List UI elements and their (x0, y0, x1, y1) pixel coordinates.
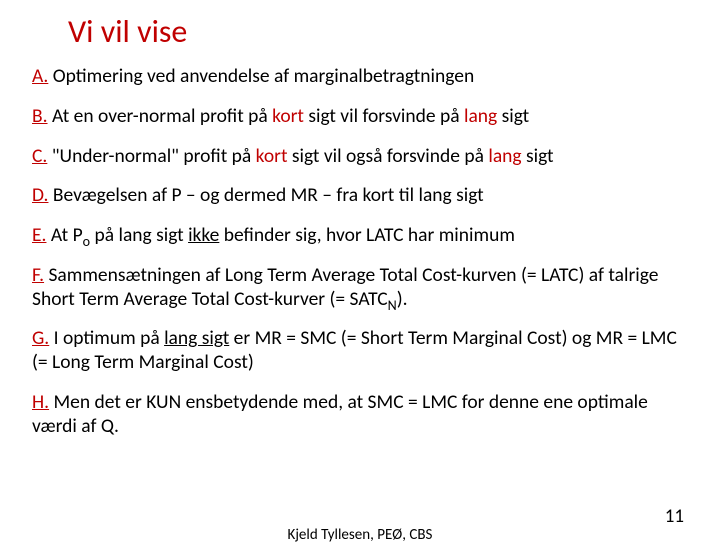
label-b: B. (32, 104, 48, 128)
text-b-post: sigt (497, 104, 529, 128)
label-d: D. (32, 183, 48, 207)
text-f-post: ). (397, 287, 408, 311)
bullet-c: C. "Under-normal" profit på kort sigt vi… (32, 145, 688, 169)
footer-author: Kjeld Tyllesen, PEØ, CBS (288, 526, 433, 544)
slide-container: Vi vil vise A. Optimering ved anvendelse… (0, 0, 720, 540)
bullet-b: B. At en over-normal profit på kort sigt… (32, 105, 688, 129)
text-g-lang: lang sigt (164, 326, 229, 350)
text-c-lang: lang (488, 144, 521, 168)
text-g-pre: I optimum på (49, 326, 164, 350)
text-c-post: sigt (522, 144, 554, 168)
text-c-pre: "Under-normal" profit på (47, 144, 255, 168)
text-d: Bevægelsen af P – og dermed MR – fra kor… (48, 183, 483, 207)
bullet-f: F. Sammensætningen af Long Term Average … (32, 264, 688, 312)
bullet-a: A. Optimering ved anvendelse af marginal… (32, 65, 688, 89)
text-f-pre: Sammensætningen af Long Term Average Tot… (32, 263, 658, 311)
text-b-lang: lang (464, 104, 497, 128)
text-c-mid: sigt vil også forsvinde på (288, 144, 489, 168)
bullet-e: E. At Po på lang sigt ikke befinder sig,… (32, 224, 688, 248)
text-e-ikke: ikke (188, 223, 219, 247)
text-a: Optimering ved anvendelse af marginalbet… (48, 64, 474, 88)
slide-title: Vi vil vise (68, 12, 688, 51)
label-f: F. (32, 263, 44, 287)
bullet-h: H. Men det er KUN ensbetydende med, at S… (32, 391, 688, 439)
text-e-pre: At P (46, 223, 82, 247)
bullet-g: G. I optimum på lang sigt er MR = SMC (=… (32, 327, 688, 375)
text-e-sub: o (83, 233, 90, 250)
bullet-d: D. Bevægelsen af P – og dermed MR – fra … (32, 184, 688, 208)
label-a: A. (32, 64, 48, 88)
text-b-mid: sigt vil forsvinde på (304, 104, 464, 128)
label-c: C. (32, 144, 47, 168)
text-f-sub: N (388, 297, 397, 314)
label-e: E. (32, 223, 46, 247)
label-g: G. (32, 326, 49, 350)
text-h: Men det er KUN ensbetydende med, at SMC … (32, 390, 648, 438)
text-c-kort: kort (256, 144, 288, 168)
text-b-kort: kort (272, 104, 304, 128)
text-e-post: befinder sig, hvor LATC har minimum (219, 223, 515, 247)
text-b-pre: At en over-normal profit på (48, 104, 273, 128)
label-h: H. (32, 390, 49, 414)
page-number: 11 (665, 505, 684, 528)
text-e-mid: på lang sigt (90, 223, 188, 247)
